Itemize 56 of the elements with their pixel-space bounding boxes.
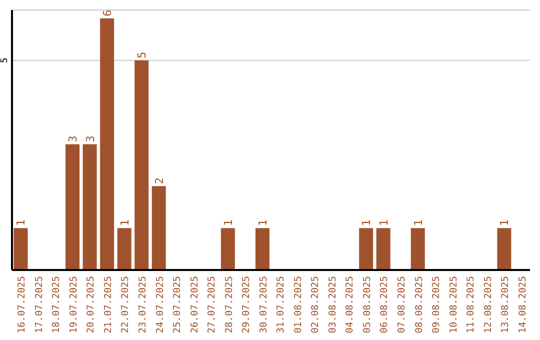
bar	[100, 18, 114, 270]
data-label: 3	[84, 136, 97, 142]
data-label: 6	[101, 10, 114, 16]
bar	[82, 144, 97, 270]
data-label: 3	[66, 136, 80, 142]
data-label: 1	[498, 219, 512, 226]
x-tick-label: 20.07.2025	[86, 276, 97, 334]
bar	[152, 186, 166, 270]
x-tick-label: 23.07.2025	[138, 276, 148, 334]
data-label: 1	[256, 219, 270, 226]
x-tick-label: 07.08.2025	[396, 276, 408, 334]
data-label: 2	[152, 178, 166, 184]
x-tick-label: 13.08.2025	[500, 276, 512, 334]
x-tick-label: 28.07.2025	[224, 276, 235, 334]
bar	[220, 228, 235, 270]
x-tick-label: 17.07.2025	[34, 276, 45, 334]
x-tick-label: 18.07.2025	[51, 276, 62, 334]
x-tick-label: 04.08.2025	[344, 276, 356, 334]
bar	[66, 144, 80, 270]
x-tick-label: 10.08.2025	[448, 276, 460, 334]
data-label: 1	[360, 219, 374, 226]
data-label: 1	[118, 219, 132, 226]
x-tick-label: 03.08.2025	[327, 276, 338, 334]
x-tick-label: 06.08.2025	[379, 276, 390, 334]
x-tick-label: 11.08.2025	[466, 276, 477, 334]
x-tick-label: 08.08.2025	[414, 276, 425, 334]
x-tick-label: 31.07.2025	[276, 276, 287, 334]
x-tick-label: 05.08.2025	[362, 276, 373, 334]
bar	[376, 228, 390, 270]
x-tick-label: 02.08.2025	[310, 276, 322, 334]
bar	[410, 228, 425, 270]
bar	[255, 228, 270, 270]
x-tick-label: 19.07.2025	[68, 276, 80, 334]
x-tick-label: 24.07.2025	[154, 276, 166, 334]
x-tick-label: 09.08.2025	[431, 276, 442, 334]
x-tick-label: 01.08.2025	[292, 276, 304, 334]
bar	[497, 228, 512, 270]
data-label: 1	[14, 219, 28, 226]
x-tick-label: 12.08.2025	[482, 276, 494, 334]
data-label: 1	[412, 219, 425, 226]
x-tick-label: 14.08.2025	[517, 276, 528, 334]
bar	[359, 228, 374, 270]
x-tick-label: 26.07.2025	[189, 276, 200, 334]
bar	[134, 60, 149, 270]
x-tick-label: 30.07.2025	[258, 276, 270, 334]
x-tick-label: 29.07.2025	[241, 276, 252, 334]
data-label: 5	[136, 52, 149, 58]
data-label: 1	[377, 219, 390, 226]
data-label: 1	[222, 219, 235, 226]
x-tick-label: 22.07.2025	[120, 276, 132, 334]
x-tick-label: 25.07.2025	[172, 276, 184, 334]
bar	[14, 228, 28, 270]
x-tick-label: 21.07.2025	[102, 276, 114, 334]
bar	[117, 228, 132, 270]
x-tick-label: 27.07.2025	[206, 276, 218, 334]
x-tick-label: 16.07.2025	[16, 276, 28, 334]
